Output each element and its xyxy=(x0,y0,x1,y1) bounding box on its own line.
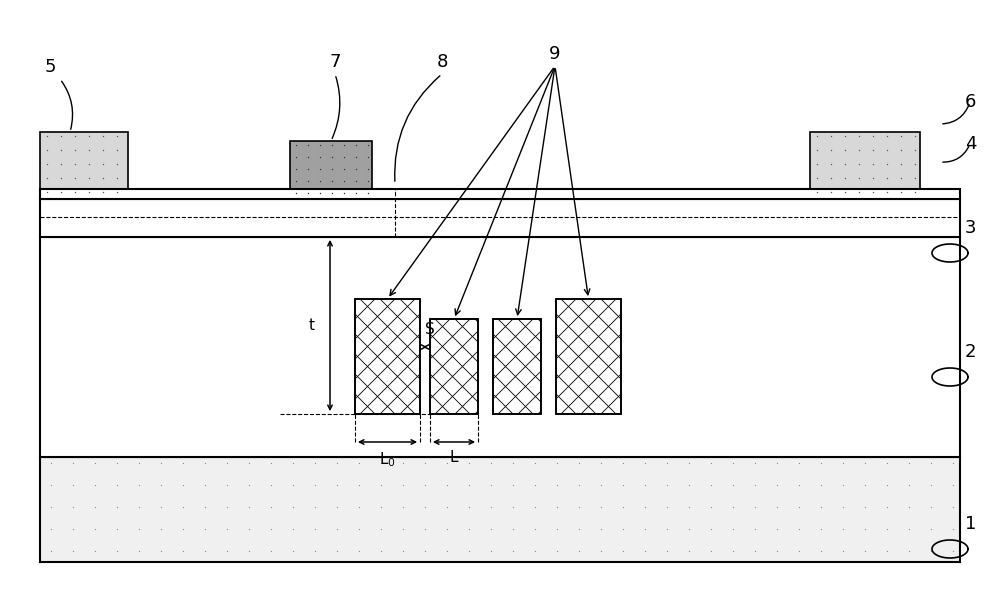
Bar xyxy=(493,319,541,414)
Bar xyxy=(40,457,960,562)
Bar xyxy=(556,299,621,414)
Bar xyxy=(40,237,960,457)
Bar xyxy=(40,199,960,237)
Bar xyxy=(355,299,420,414)
Text: 2: 2 xyxy=(965,343,976,361)
Text: L$_0$: L$_0$ xyxy=(379,450,396,469)
Bar xyxy=(290,141,372,199)
Bar xyxy=(556,299,621,414)
Bar xyxy=(40,189,960,199)
Text: 8: 8 xyxy=(436,53,448,71)
Bar xyxy=(430,319,478,414)
Bar xyxy=(493,319,541,414)
Text: L: L xyxy=(450,450,458,465)
Text: 1: 1 xyxy=(965,515,976,533)
Text: 4: 4 xyxy=(965,135,976,153)
Text: S: S xyxy=(425,322,435,337)
Bar xyxy=(810,132,920,199)
Text: 3: 3 xyxy=(965,219,976,237)
Text: 7: 7 xyxy=(329,53,341,71)
Bar xyxy=(430,319,478,414)
Text: t: t xyxy=(309,318,315,333)
Text: 5: 5 xyxy=(44,58,56,76)
Bar xyxy=(40,132,128,199)
Text: 6: 6 xyxy=(965,93,976,111)
Bar xyxy=(355,299,420,414)
Text: 9: 9 xyxy=(549,45,561,63)
